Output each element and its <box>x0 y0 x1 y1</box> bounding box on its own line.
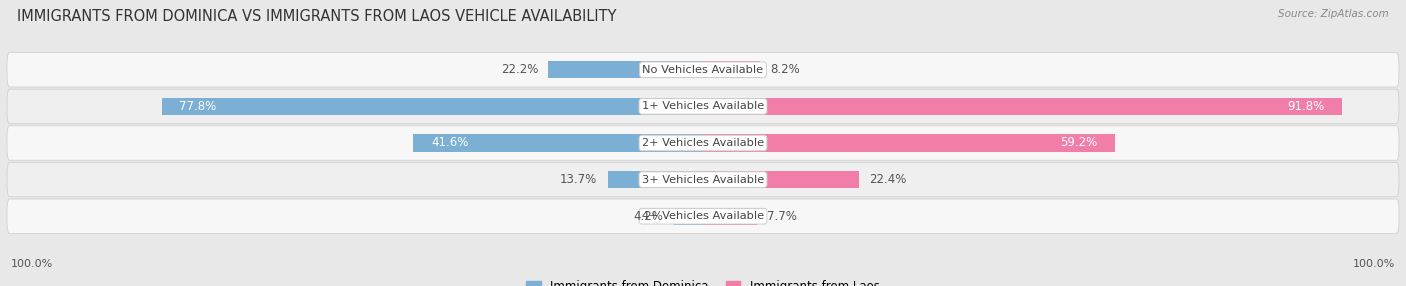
Text: 2+ Vehicles Available: 2+ Vehicles Available <box>643 138 763 148</box>
Text: 4.2%: 4.2% <box>634 210 664 223</box>
Text: 59.2%: 59.2% <box>1060 136 1098 150</box>
Text: 8.2%: 8.2% <box>770 63 800 76</box>
Text: No Vehicles Available: No Vehicles Available <box>643 65 763 75</box>
Bar <box>703 61 761 78</box>
Bar <box>703 134 1115 152</box>
Text: 3+ Vehicles Available: 3+ Vehicles Available <box>643 175 763 184</box>
Text: 7.7%: 7.7% <box>768 210 797 223</box>
Bar <box>703 208 756 225</box>
Text: 91.8%: 91.8% <box>1288 100 1324 113</box>
Legend: Immigrants from Dominica, Immigrants from Laos: Immigrants from Dominica, Immigrants fro… <box>522 276 884 286</box>
Text: 100.0%: 100.0% <box>1353 259 1395 269</box>
Text: IMMIGRANTS FROM DOMINICA VS IMMIGRANTS FROM LAOS VEHICLE AVAILABILITY: IMMIGRANTS FROM DOMINICA VS IMMIGRANTS F… <box>17 9 616 23</box>
FancyBboxPatch shape <box>7 162 1399 197</box>
Text: 22.4%: 22.4% <box>869 173 907 186</box>
FancyBboxPatch shape <box>7 199 1399 233</box>
Bar <box>413 134 703 152</box>
Text: Source: ZipAtlas.com: Source: ZipAtlas.com <box>1278 9 1389 19</box>
Bar <box>703 98 1341 115</box>
Text: 77.8%: 77.8% <box>179 100 217 113</box>
Text: 41.6%: 41.6% <box>430 136 468 150</box>
FancyBboxPatch shape <box>7 89 1399 124</box>
FancyBboxPatch shape <box>7 53 1399 87</box>
Text: 1+ Vehicles Available: 1+ Vehicles Available <box>643 102 763 111</box>
Text: 4+ Vehicles Available: 4+ Vehicles Available <box>643 211 763 221</box>
Bar <box>703 171 859 188</box>
Text: 13.7%: 13.7% <box>560 173 598 186</box>
Bar <box>607 171 703 188</box>
Text: 100.0%: 100.0% <box>11 259 53 269</box>
FancyBboxPatch shape <box>7 126 1399 160</box>
Text: 22.2%: 22.2% <box>501 63 538 76</box>
Bar <box>673 208 703 225</box>
Bar <box>162 98 703 115</box>
Bar <box>548 61 703 78</box>
